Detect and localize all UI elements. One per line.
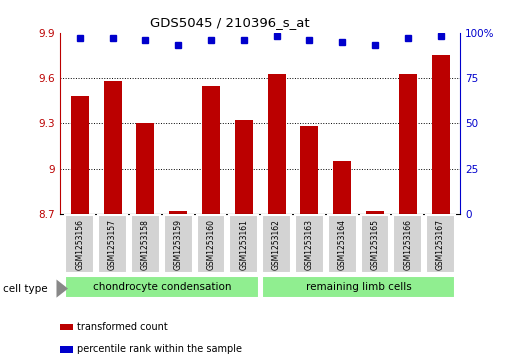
Bar	[268, 73, 286, 214]
FancyBboxPatch shape	[164, 215, 192, 273]
FancyBboxPatch shape	[262, 215, 291, 273]
Bar	[333, 161, 351, 214]
FancyBboxPatch shape	[262, 276, 456, 298]
Text: GSM1253162: GSM1253162	[272, 219, 281, 270]
Text: remaining limb cells: remaining limb cells	[306, 282, 412, 292]
Text: GSM1253165: GSM1253165	[370, 219, 380, 270]
FancyBboxPatch shape	[197, 215, 225, 273]
Bar	[60, 346, 73, 352]
FancyBboxPatch shape	[295, 215, 324, 273]
Bar	[202, 86, 220, 214]
Text: GSM1253160: GSM1253160	[207, 219, 215, 270]
Text: chondrocyte condensation: chondrocyte condensation	[93, 282, 231, 292]
Bar	[137, 123, 154, 214]
FancyBboxPatch shape	[65, 215, 94, 273]
FancyBboxPatch shape	[131, 215, 160, 273]
Text: GSM1253159: GSM1253159	[174, 219, 183, 270]
Bar	[60, 323, 73, 330]
FancyBboxPatch shape	[393, 215, 422, 273]
Text: GSM1253166: GSM1253166	[403, 219, 412, 270]
Bar	[366, 211, 384, 214]
Bar	[169, 211, 187, 214]
Bar	[399, 73, 417, 214]
Polygon shape	[56, 280, 68, 298]
Bar	[235, 121, 253, 214]
FancyBboxPatch shape	[360, 215, 390, 273]
Bar	[431, 56, 450, 214]
Text: GSM1253161: GSM1253161	[240, 219, 248, 270]
Text: GSM1253158: GSM1253158	[141, 219, 150, 270]
Text: GDS5045 / 210396_s_at: GDS5045 / 210396_s_at	[150, 16, 310, 29]
Text: transformed count: transformed count	[77, 322, 168, 332]
FancyBboxPatch shape	[328, 215, 357, 273]
Bar	[104, 81, 122, 214]
Text: GSM1253163: GSM1253163	[305, 219, 314, 270]
FancyBboxPatch shape	[230, 215, 258, 273]
Bar	[71, 96, 89, 214]
Bar	[300, 126, 319, 214]
FancyBboxPatch shape	[98, 215, 127, 273]
Text: cell type: cell type	[3, 284, 47, 294]
Text: GSM1253156: GSM1253156	[75, 219, 84, 270]
FancyBboxPatch shape	[65, 276, 258, 298]
Text: GSM1253167: GSM1253167	[436, 219, 445, 270]
Text: GSM1253157: GSM1253157	[108, 219, 117, 270]
FancyBboxPatch shape	[426, 215, 455, 273]
Text: percentile rank within the sample: percentile rank within the sample	[77, 344, 242, 354]
Text: GSM1253164: GSM1253164	[338, 219, 347, 270]
